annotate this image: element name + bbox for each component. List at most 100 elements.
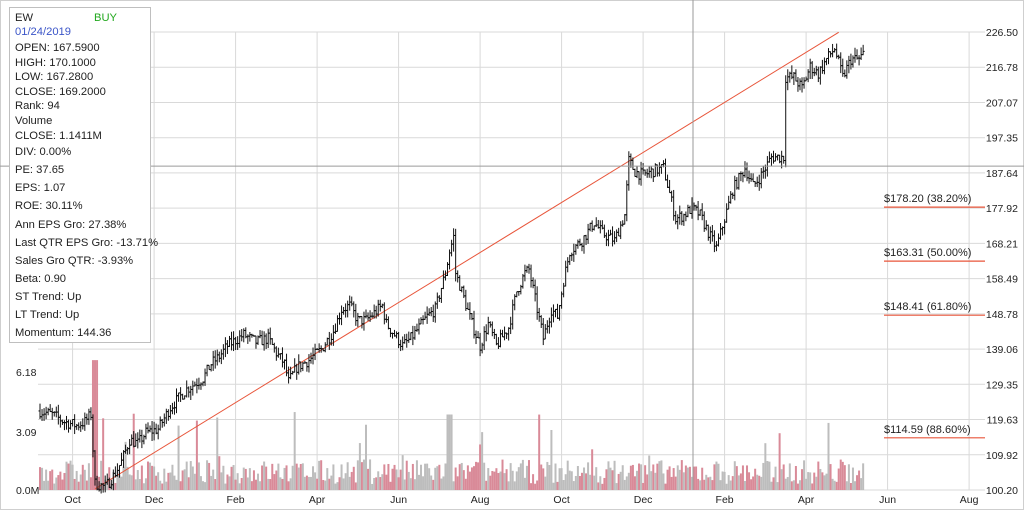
volume-bar: [697, 478, 700, 490]
fib-level-label: $114.59 (88.60%): [884, 424, 971, 436]
volume-bar: [83, 469, 86, 490]
volume-bar: [365, 424, 367, 490]
price-tick-label: 129.35: [986, 379, 1018, 391]
volume-bar: [167, 472, 170, 490]
quote-row-rank: Rank: 94: [15, 99, 150, 114]
volume-bar: [497, 473, 500, 490]
volume-bar: [159, 480, 162, 490]
volume-bar: [191, 466, 194, 490]
volume-tick-label: 3.09: [16, 427, 37, 439]
volume-tick-label: 6.18: [16, 367, 37, 379]
volume-bar: [224, 483, 227, 490]
volume-bar: [595, 467, 598, 490]
quote-label: DIV:: [15, 146, 37, 159]
quote-value: Up: [67, 290, 82, 303]
quote-label: CLOSE:: [15, 129, 57, 142]
quote-value: 169.2000: [59, 85, 106, 98]
quote-row-st-trend: ST Trend: Up: [15, 288, 150, 306]
volume-bar: [293, 412, 296, 490]
volume-bar: [513, 481, 516, 490]
volume-bar: [760, 476, 763, 490]
quote-label: ST Trend:: [15, 290, 64, 303]
volume-bar: [676, 465, 679, 490]
quote-label: LOW:: [15, 71, 44, 84]
volume-bar: [638, 463, 641, 490]
volume-bar: [790, 481, 793, 490]
ticker-symbol: EW: [15, 12, 34, 24]
volume-bar: [807, 472, 810, 490]
volume-bar: [587, 462, 590, 490]
volume-bar: [210, 475, 213, 490]
quote-label: LT Trend:: [15, 309, 62, 321]
volume-bar: [305, 475, 308, 490]
volume-bar: [307, 476, 310, 490]
quote-row-volume-close: CLOSE: 1.1411M: [15, 129, 150, 144]
volume-bar: [334, 483, 337, 490]
volume-bar: [642, 482, 645, 490]
quote-label: Volume: [15, 114, 53, 127]
crosshair: [0, 0, 1024, 490]
volume-bar: [554, 463, 557, 490]
volume-bar: [285, 465, 288, 490]
quote-row-volume: Volume: [15, 114, 150, 129]
volume-bar: [489, 475, 492, 490]
volume-bar: [837, 468, 840, 490]
signal-badge: BUY: [93, 12, 117, 24]
volume-bar: [574, 475, 577, 490]
volume-bar: [625, 476, 628, 490]
volume-bar: [397, 477, 400, 490]
volume-bar: [691, 476, 693, 490]
volume-bar: [450, 414, 453, 490]
volume-bar: [764, 443, 767, 490]
volume-bar: [811, 483, 814, 490]
volume-bar: [157, 472, 160, 490]
volume-bar: [151, 465, 154, 490]
volume-bar: [309, 476, 312, 490]
volume-bar: [550, 430, 553, 490]
volume-bar: [841, 461, 844, 490]
volume-bar: [536, 480, 539, 490]
volume-bar: [328, 478, 331, 490]
volume-bar: [163, 468, 166, 490]
fib-level-label: $148.41 (61.80%): [884, 301, 971, 313]
time-tick-label: Jun: [390, 494, 407, 506]
volume-bar: [752, 476, 755, 490]
volume-bar: [63, 472, 66, 490]
volume-bar: [570, 471, 573, 490]
volume-bar: [169, 472, 172, 490]
volume-bar: [770, 481, 773, 490]
volume-bar: [609, 467, 612, 490]
volume-bar: [53, 483, 56, 490]
volume-bar: [591, 449, 594, 490]
volume-bar: [774, 466, 777, 490]
volume-bar: [142, 483, 145, 490]
quote-value: 170.1000: [49, 56, 96, 69]
volume-bar: [134, 479, 137, 490]
volume-bar: [532, 474, 535, 490]
volume-bar: [662, 473, 665, 490]
volume-bar: [140, 465, 143, 490]
volume-bar: [788, 463, 791, 490]
volume-bar: [723, 471, 726, 490]
quote-label: Rank:: [15, 100, 45, 113]
quote-label: EPS:: [15, 182, 41, 195]
quote-value: -3.93%: [97, 254, 134, 267]
quote-row-roe: ROE: 30.11%: [15, 197, 150, 215]
quote-row-sales-gro-qtr: Sales Gro QTR: -3.93%: [15, 252, 150, 270]
volume-bar: [51, 469, 54, 490]
volume-bar: [246, 477, 249, 490]
volume-bar: [611, 470, 614, 490]
volume-bar: [756, 474, 759, 490]
volume-bar: [705, 474, 708, 490]
volume-bar: [758, 475, 761, 490]
volume-bar: [244, 468, 247, 490]
volume-bar: [623, 479, 626, 490]
price-tick-label: 119.63: [987, 415, 1018, 427]
volume-bar: [232, 465, 235, 490]
volume-bar: [835, 481, 838, 490]
volume-bar: [228, 476, 231, 490]
volume-bar: [562, 480, 565, 490]
volume-bar: [230, 466, 233, 490]
time-tick-label: Oct: [553, 494, 569, 506]
